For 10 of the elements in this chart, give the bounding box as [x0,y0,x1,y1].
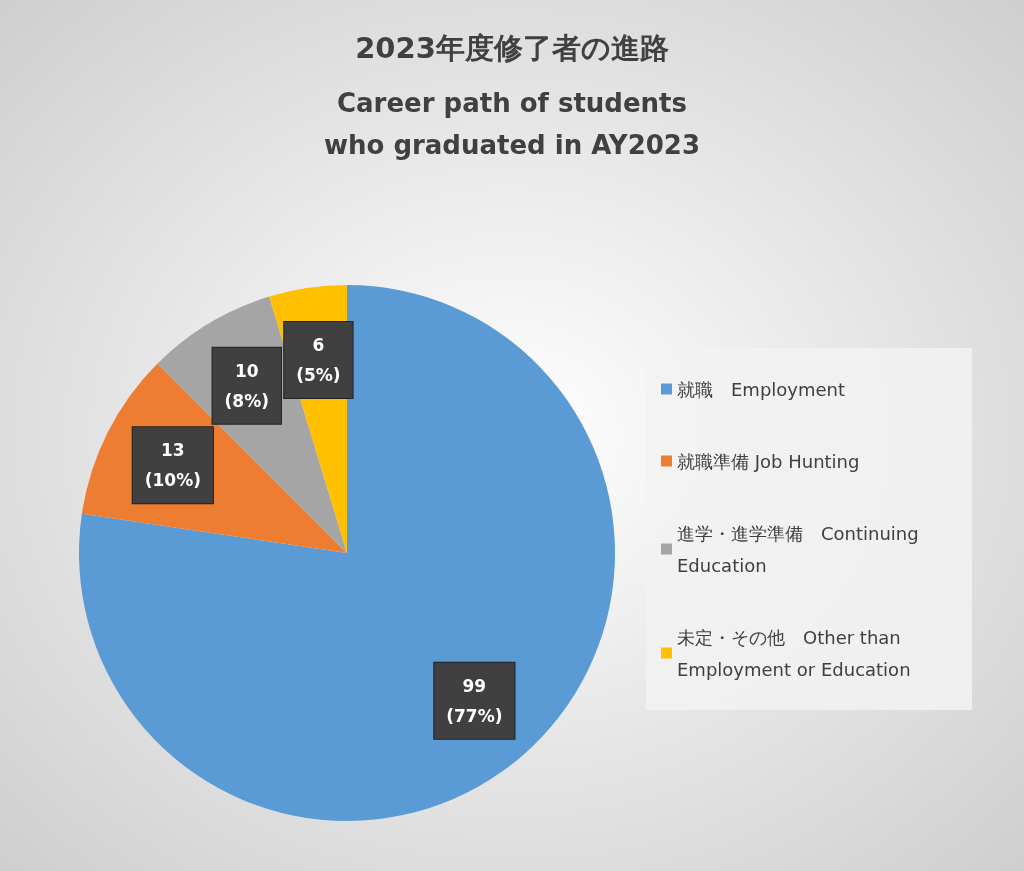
legend-label: 未定・その他 Other than Employment or Education [677,626,911,680]
data-label: 6 (5%) [296,335,341,386]
data-label: 99 (77%) [446,675,503,726]
legend-label: 就職 Employment [677,378,846,400]
data-label: 13 (10%) [144,440,201,491]
data-label: 10 (8%) [224,360,269,411]
chart-subtitle: Career path of students who graduated in AY2023 [323,88,701,160]
chart-title: 2023年度修了者の進路 [355,30,669,65]
legend-label: 進学・進学準備 Continuing Education [677,522,925,576]
legend-label: 就職準備 Job Hunting [677,450,860,472]
